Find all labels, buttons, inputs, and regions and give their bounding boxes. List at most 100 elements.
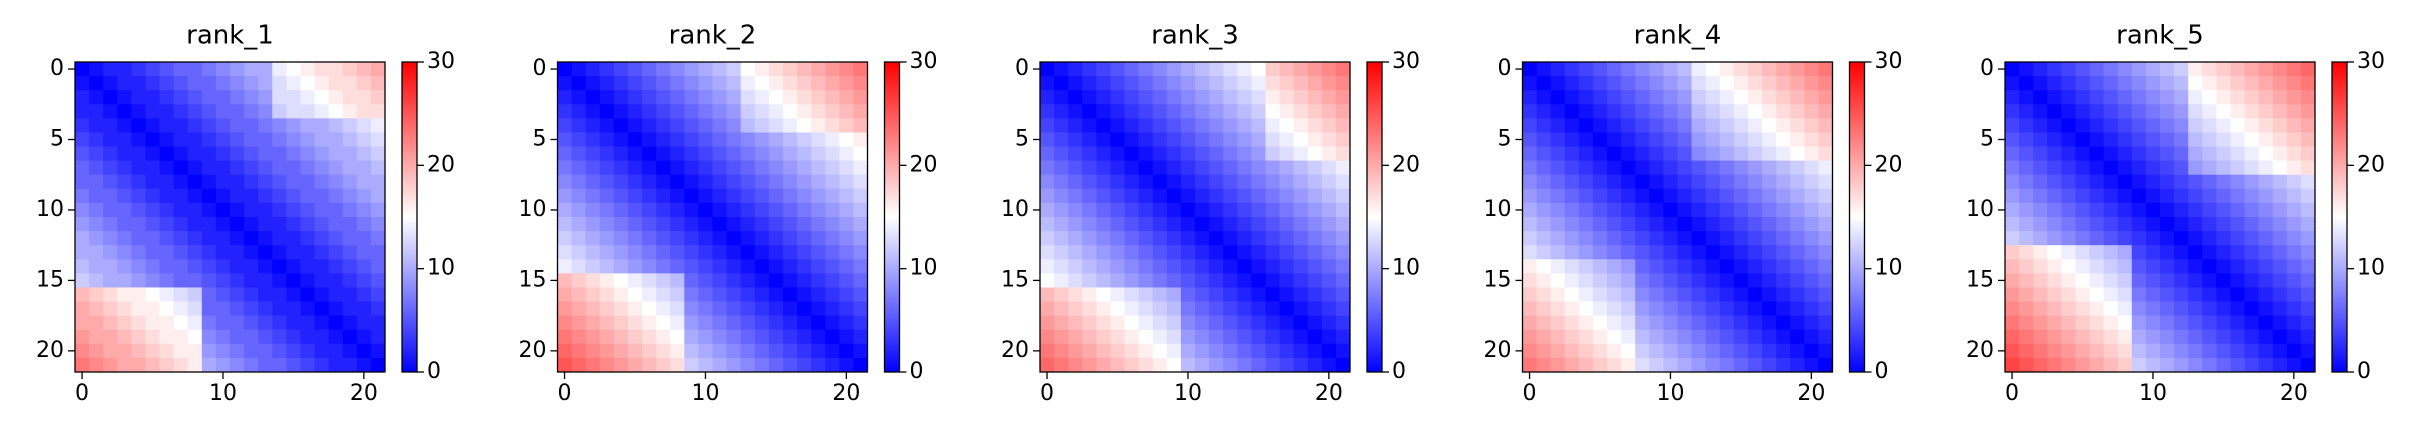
heatmap-cell <box>1040 76 1055 91</box>
heatmap-cell <box>131 287 146 302</box>
heatmap-cell <box>1818 329 1833 345</box>
heatmap-cell <box>1082 217 1097 232</box>
heatmap-cell <box>2202 118 2217 133</box>
heatmap-cell <box>1068 188 1083 204</box>
heatmap-cell <box>1705 160 1721 176</box>
heatmap-cell <box>2202 245 2217 260</box>
heatmap-cell <box>1733 287 1749 302</box>
heatmap-cell <box>1790 174 1805 190</box>
heatmap-cell <box>2075 174 2090 190</box>
heatmap-cell <box>131 245 146 260</box>
heatmap-cell <box>75 76 90 91</box>
heatmap-cell <box>356 329 372 345</box>
heatmap-cell <box>1321 273 1337 288</box>
chart-title: rank_3 <box>1151 21 1239 51</box>
heatmap-cell <box>117 273 132 288</box>
heatmap-cell <box>599 231 615 246</box>
heatmap-cell <box>782 90 798 105</box>
heatmap-cell <box>571 357 587 373</box>
heatmap-cell <box>356 174 372 190</box>
heatmap-cell <box>131 132 146 147</box>
heatmap-cell <box>1054 329 1069 345</box>
heatmap-cell <box>145 62 160 77</box>
heatmap-cell <box>159 104 175 119</box>
heatmap-cell <box>1719 118 1735 133</box>
heatmap-cell <box>286 104 301 119</box>
heatmap-cell <box>2272 202 2288 218</box>
heatmap-cell <box>1068 76 1083 91</box>
heatmap-cell <box>1335 217 1351 232</box>
heatmap-cell <box>370 245 386 260</box>
heatmap-cell <box>145 315 160 331</box>
heatmap-cell <box>2005 273 2020 288</box>
heatmap-cell <box>599 174 615 190</box>
heatmap-cell <box>2160 259 2175 274</box>
heatmap-cell <box>811 273 826 288</box>
colorbar-tick-label: 0 <box>910 359 924 384</box>
heatmap-cell <box>1747 273 1763 288</box>
heatmap-cell <box>1237 104 1252 119</box>
heatmap-cell <box>342 287 358 302</box>
heatmap-cell <box>1293 357 1309 373</box>
heatmap-cell <box>811 329 826 345</box>
heatmap-cell <box>1195 343 1210 359</box>
heatmap-cell <box>258 160 273 176</box>
heatmap-cell <box>642 231 657 246</box>
heatmap-cell <box>230 174 245 190</box>
heatmap-cell <box>244 357 259 373</box>
heatmap-cell <box>726 217 742 232</box>
heatmap-cell <box>2272 104 2288 119</box>
heatmap-cell <box>370 104 386 119</box>
heatmap-cell <box>2117 217 2133 232</box>
heatmap-cell <box>768 231 784 246</box>
heatmap-cell <box>1747 245 1763 260</box>
heatmap-cell <box>173 259 189 274</box>
heatmap-cell <box>2005 259 2020 274</box>
heatmap-cell <box>1536 174 1552 190</box>
heatmap-cell <box>571 287 587 302</box>
heatmap-cell <box>571 245 587 260</box>
x-tick-label: 10 <box>691 381 719 406</box>
heatmap-cell <box>2188 104 2203 119</box>
heatmap-cell <box>1251 160 1266 176</box>
heatmap-cell <box>2047 132 2062 147</box>
heatmap-cell <box>1677 160 1692 176</box>
heatmap-cell <box>1705 301 1721 317</box>
heatmap-cell <box>1152 245 1168 260</box>
heatmap-cell <box>272 202 287 218</box>
y-tick-label: 20 <box>36 338 64 363</box>
heatmap-cell <box>1607 329 1622 345</box>
heatmap-cell <box>1110 132 1125 147</box>
heatmap-cell <box>1733 160 1749 176</box>
heatmap-cell <box>1592 287 1608 302</box>
heatmap-cell <box>1138 202 1154 218</box>
heatmap-cell <box>2047 273 2062 288</box>
heatmap-cell <box>1279 202 1295 218</box>
heatmap-cell <box>571 329 587 345</box>
heatmap-cell <box>2202 90 2217 105</box>
heatmap <box>1522 62 1833 373</box>
heatmap-cell <box>613 76 629 91</box>
heatmap-cell <box>1124 174 1140 190</box>
heatmap-cell <box>1180 343 1196 359</box>
heatmap-cell <box>1592 259 1608 274</box>
heatmap-cell <box>782 287 798 302</box>
heatmap-cell <box>201 301 217 317</box>
heatmap-cell <box>131 329 146 345</box>
heatmap-cell <box>1180 231 1196 246</box>
heatmap-cell <box>2202 357 2217 373</box>
heatmap-cell <box>797 132 812 147</box>
heatmap-cell <box>342 357 358 373</box>
heatmap-cell <box>89 301 104 317</box>
heatmap-cell <box>2272 231 2288 246</box>
heatmap-cell <box>754 118 770 133</box>
heatmap-cell <box>2019 315 2034 331</box>
heatmap-cell <box>1762 104 1777 119</box>
heatmap-cell <box>613 132 629 147</box>
heatmap-cell <box>1180 104 1196 119</box>
heatmap-cell <box>370 174 386 190</box>
heatmap-cell <box>1705 217 1721 232</box>
heatmap-cell <box>342 217 358 232</box>
heatmap-cell <box>1691 202 1707 218</box>
heatmap-cell <box>2272 118 2288 133</box>
